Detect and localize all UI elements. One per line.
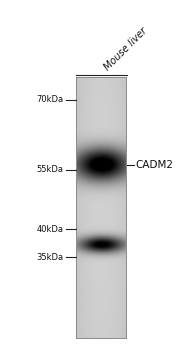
Text: 55kDa: 55kDa [37, 165, 64, 174]
Text: CADM2: CADM2 [136, 160, 174, 169]
Text: 40kDa: 40kDa [37, 225, 64, 234]
Text: 70kDa: 70kDa [36, 95, 64, 104]
Text: 35kDa: 35kDa [36, 253, 64, 262]
Text: Mouse liver: Mouse liver [102, 26, 149, 72]
